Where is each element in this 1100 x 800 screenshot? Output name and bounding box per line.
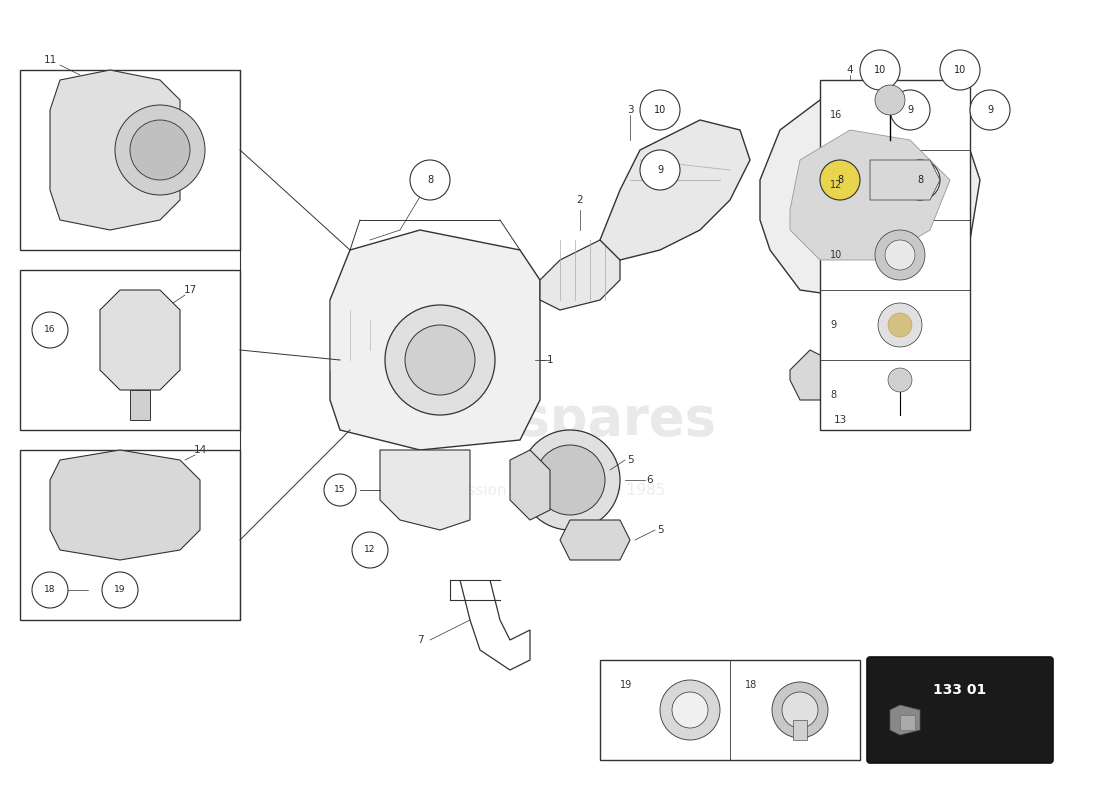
Circle shape <box>940 50 980 90</box>
Polygon shape <box>100 290 180 390</box>
Polygon shape <box>600 120 750 260</box>
Text: 3: 3 <box>627 105 634 115</box>
Circle shape <box>324 474 356 506</box>
Polygon shape <box>790 350 830 400</box>
Circle shape <box>32 312 68 348</box>
Text: 8: 8 <box>830 390 836 400</box>
Text: 19: 19 <box>620 680 632 690</box>
Text: 9: 9 <box>830 320 836 330</box>
FancyBboxPatch shape <box>20 70 240 250</box>
Text: 1: 1 <box>547 355 553 365</box>
Text: eurospares: eurospares <box>384 394 716 446</box>
Text: 133 01: 133 01 <box>934 683 987 697</box>
Circle shape <box>130 120 190 180</box>
Polygon shape <box>760 90 980 300</box>
Text: 18: 18 <box>745 680 757 690</box>
Text: 18: 18 <box>44 586 56 594</box>
FancyBboxPatch shape <box>600 660 860 760</box>
Circle shape <box>410 160 450 200</box>
Text: 5: 5 <box>627 455 634 465</box>
Text: 8: 8 <box>837 175 843 185</box>
Circle shape <box>385 305 495 415</box>
Text: 13: 13 <box>834 415 847 425</box>
Circle shape <box>660 680 720 740</box>
FancyBboxPatch shape <box>20 270 240 430</box>
Circle shape <box>970 90 1010 130</box>
Circle shape <box>772 682 828 738</box>
Polygon shape <box>510 450 550 520</box>
Circle shape <box>888 368 912 392</box>
Polygon shape <box>900 715 915 730</box>
Circle shape <box>878 303 922 347</box>
Circle shape <box>874 85 905 115</box>
Text: 14: 14 <box>194 445 207 455</box>
FancyBboxPatch shape <box>867 657 1053 763</box>
Text: 11: 11 <box>43 55 56 65</box>
Text: 12: 12 <box>830 180 843 190</box>
Circle shape <box>820 160 860 200</box>
Polygon shape <box>890 705 920 735</box>
FancyBboxPatch shape <box>793 720 807 740</box>
Circle shape <box>405 325 475 395</box>
Text: 8: 8 <box>427 175 433 185</box>
Circle shape <box>874 230 925 280</box>
Text: 4: 4 <box>847 65 854 75</box>
Text: 9: 9 <box>987 105 993 115</box>
Text: 9: 9 <box>657 165 663 175</box>
Circle shape <box>535 445 605 515</box>
Text: 12: 12 <box>364 546 376 554</box>
Circle shape <box>32 572 68 608</box>
Circle shape <box>640 90 680 130</box>
FancyBboxPatch shape <box>820 80 970 430</box>
Text: 10: 10 <box>873 65 887 75</box>
Circle shape <box>116 105 205 195</box>
Circle shape <box>782 692 818 728</box>
Polygon shape <box>50 450 200 560</box>
Text: 17: 17 <box>184 285 197 295</box>
Polygon shape <box>560 520 630 560</box>
Circle shape <box>860 50 900 90</box>
Text: 2: 2 <box>576 195 583 205</box>
Circle shape <box>890 90 930 130</box>
Circle shape <box>672 692 708 728</box>
Text: 16: 16 <box>44 326 56 334</box>
Polygon shape <box>870 160 940 200</box>
FancyBboxPatch shape <box>20 450 240 620</box>
Text: 10: 10 <box>954 65 966 75</box>
Text: 9: 9 <box>906 105 913 115</box>
Text: 15: 15 <box>334 486 345 494</box>
Text: 5: 5 <box>657 525 663 535</box>
Circle shape <box>640 150 680 190</box>
Text: 16: 16 <box>830 110 843 120</box>
Circle shape <box>102 572 138 608</box>
Text: 7: 7 <box>417 635 424 645</box>
Polygon shape <box>379 450 470 530</box>
Polygon shape <box>130 390 150 420</box>
Text: 8: 8 <box>917 175 923 185</box>
Circle shape <box>900 160 940 200</box>
Polygon shape <box>50 70 180 230</box>
Polygon shape <box>330 230 540 450</box>
Polygon shape <box>790 130 950 260</box>
Text: 6: 6 <box>647 475 653 485</box>
Circle shape <box>352 532 388 568</box>
Text: 10: 10 <box>653 105 667 115</box>
Polygon shape <box>540 240 620 310</box>
Text: 10: 10 <box>830 250 843 260</box>
Text: 19: 19 <box>114 586 125 594</box>
Text: a passion for parts since 1985: a passion for parts since 1985 <box>434 482 666 498</box>
Circle shape <box>520 430 620 530</box>
Circle shape <box>888 313 912 337</box>
Circle shape <box>886 240 915 270</box>
